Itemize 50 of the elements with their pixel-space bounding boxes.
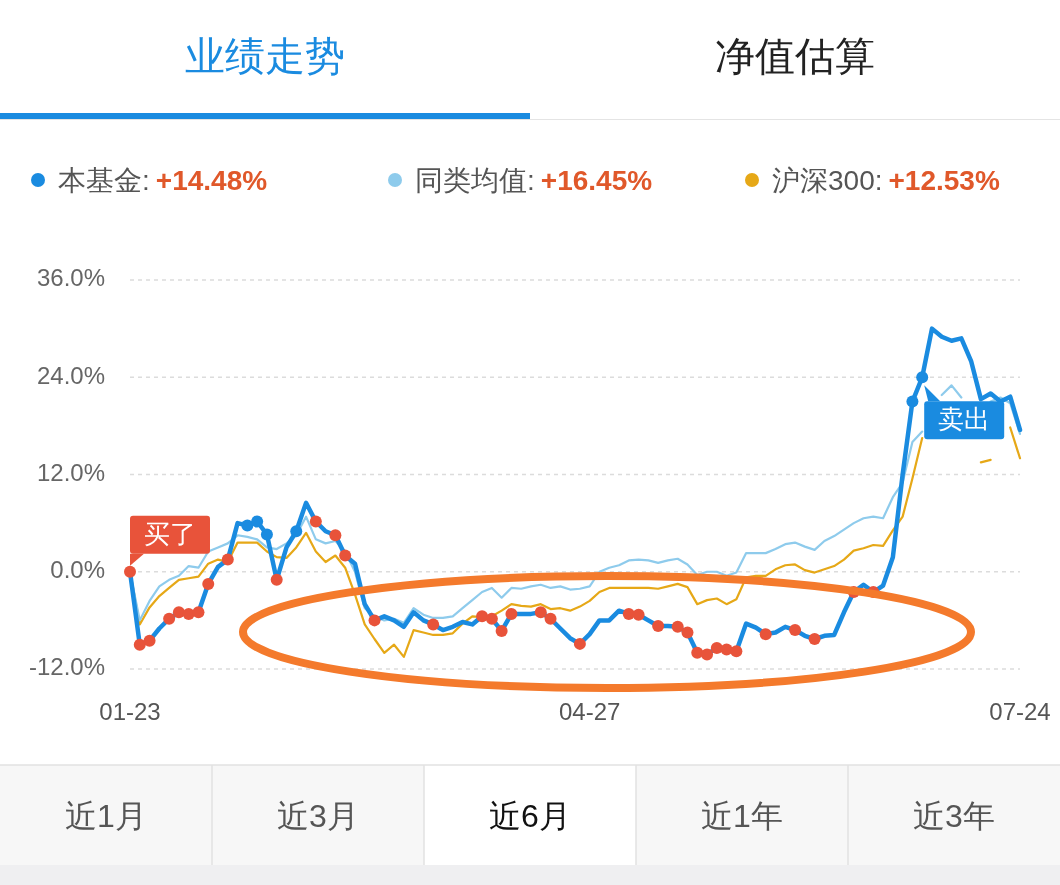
y-tick-label: -12.0%: [28, 653, 105, 681]
y-tick-label: 0.0%: [50, 556, 105, 584]
point: [906, 395, 919, 408]
point: [172, 606, 185, 619]
point: [221, 553, 234, 566]
point: [789, 624, 802, 637]
point: [182, 607, 195, 620]
y-tick-label: 12.0%: [36, 458, 105, 486]
point: [163, 612, 176, 625]
annotation: 卖出: [938, 404, 991, 435]
legend-label: 沪深300:: [772, 165, 883, 196]
point: [192, 606, 205, 619]
point: [681, 626, 694, 639]
point: [241, 519, 254, 532]
point: [622, 607, 635, 620]
point: [270, 573, 283, 586]
point: [143, 634, 156, 647]
point: [505, 607, 518, 620]
point: [652, 620, 665, 633]
point: [202, 577, 215, 590]
point: [808, 633, 821, 646]
point: [671, 620, 684, 633]
point: [260, 528, 273, 541]
x-tick-label: 07-24: [989, 698, 1051, 725]
text: +16.45%: [540, 165, 653, 196]
y-tick-label: 36.0%: [36, 264, 105, 292]
point: [730, 645, 743, 658]
point: [701, 648, 714, 661]
top-tabs: 业绩走势 净值估算: [0, 34, 1060, 120]
text: +12.53%: [888, 165, 1000, 196]
x-tick-label: 04-27: [558, 698, 621, 725]
text: +14.48%: [155, 165, 268, 196]
point: [133, 638, 146, 651]
legend-label: 同类均值:: [415, 165, 535, 196]
point: [632, 608, 645, 621]
point: [124, 565, 136, 578]
bottom-tabs: 近1月 近3月 近6月 近1年 近3年: [0, 764, 1060, 885]
annotation: 买了: [144, 518, 196, 549]
point: [544, 612, 557, 625]
point: [534, 606, 547, 619]
point: [251, 515, 264, 528]
point: [916, 371, 929, 384]
point: [573, 637, 586, 650]
point: [476, 610, 489, 623]
y-tick-label: 24.0%: [36, 361, 105, 389]
x-tick-label: 01-23: [99, 698, 161, 725]
point: [290, 525, 303, 538]
legend-label: 本基金:: [58, 165, 150, 196]
point: [710, 641, 723, 654]
point: [759, 628, 772, 641]
